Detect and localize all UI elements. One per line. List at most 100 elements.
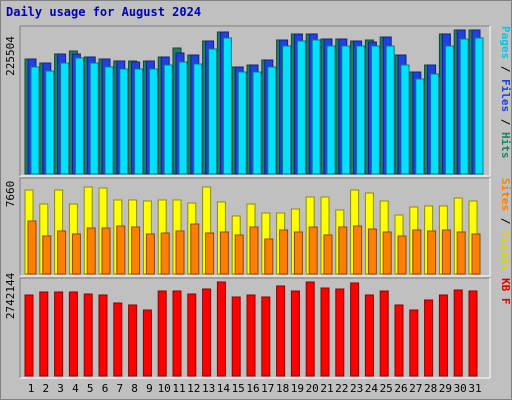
bar-sites-day-19 <box>293 231 303 275</box>
bar-kb-f-day-6 <box>98 294 108 377</box>
bar-sites-day-16 <box>249 226 259 275</box>
bar-sites-day-17 <box>264 238 274 275</box>
bar-sites-day-1 <box>27 220 37 275</box>
x-tick-day-28: 28 <box>424 382 437 395</box>
bar-pages-day-13 <box>208 48 218 175</box>
bar-pages-day-4 <box>74 57 84 175</box>
bar-kb-f-day-21 <box>320 287 330 377</box>
x-tick-day-12: 12 <box>187 382 200 395</box>
x-tick-day-1: 1 <box>28 382 35 395</box>
x-tick-day-17: 17 <box>261 382 274 395</box>
x-tick-day-15: 15 <box>232 382 245 395</box>
bar-pages-day-2 <box>45 70 55 175</box>
bar-kb-f-day-30 <box>453 289 463 377</box>
side-legend: Sites / Visits <box>499 178 512 271</box>
bar-kb-f-day-31 <box>468 290 478 377</box>
x-tick-day-31: 31 <box>468 382 481 395</box>
x-tick-day-30: 30 <box>454 382 467 395</box>
bar-kb-f-day-26 <box>394 304 404 377</box>
x-tick-day-19: 19 <box>291 382 304 395</box>
side-legend-separator: / <box>499 112 512 132</box>
bar-pages-day-18 <box>282 45 292 175</box>
bar-sites-day-3 <box>57 230 67 275</box>
bar-pages-day-1 <box>30 66 40 175</box>
bar-pages-day-15 <box>237 71 247 175</box>
bar-pages-day-5 <box>89 62 99 175</box>
bar-sites-day-30 <box>456 231 466 275</box>
x-tick-day-2: 2 <box>42 382 49 395</box>
bar-pages-day-25 <box>385 45 395 175</box>
bar-sites-day-24 <box>367 228 377 275</box>
bar-sites-day-10 <box>160 232 170 275</box>
x-tick-day-16: 16 <box>246 382 259 395</box>
x-tick-day-5: 5 <box>87 382 94 395</box>
x-tick-day-26: 26 <box>394 382 407 395</box>
x-tick-day-10: 10 <box>158 382 171 395</box>
panel-1: 225504 Pages / Files / Hits <box>4 25 512 177</box>
x-tick-day-21: 21 <box>320 382 333 395</box>
x-tick-day-3: 3 <box>57 382 64 395</box>
x-tick-day-8: 8 <box>131 382 138 395</box>
bar-kb-f-day-16 <box>246 294 256 377</box>
x-tick-day-6: 6 <box>102 382 109 395</box>
bar-kb-f-day-5 <box>83 293 93 377</box>
bar-sites-day-25 <box>382 231 392 275</box>
ymax-label: 7660 <box>4 181 17 208</box>
bar-pages-day-27 <box>415 78 425 175</box>
bar-sites-day-29 <box>441 229 451 275</box>
bar-pages-day-3 <box>60 62 70 175</box>
bar-pages-day-12 <box>193 63 203 175</box>
bar-kb-f-day-3 <box>54 291 64 377</box>
bar-pages-day-14 <box>222 37 232 175</box>
bar-kb-f-day-12 <box>187 293 197 377</box>
bar-sites-day-21 <box>323 234 333 275</box>
bar-kb-f-day-20 <box>305 281 315 377</box>
bar-pages-day-24 <box>370 45 380 175</box>
bar-pages-day-16 <box>252 71 262 175</box>
x-tick-day-25: 25 <box>380 382 393 395</box>
ymax-label: 225504 <box>4 36 17 76</box>
side-legend-hits: Hits <box>499 132 512 159</box>
bar-sites-day-31 <box>471 233 481 275</box>
x-tick-day-9: 9 <box>146 382 153 395</box>
bar-kb-f-day-28 <box>424 299 434 377</box>
bar-pages-day-30 <box>459 38 469 175</box>
bar-kb-f-day-23 <box>350 282 360 377</box>
side-legend: Pages / Files / Hits <box>499 26 512 159</box>
bar-sites-day-28 <box>427 230 437 275</box>
bar-kb-f-day-22 <box>335 288 345 377</box>
side-legend-pages: Pages <box>499 26 512 59</box>
bar-kb-f-day-4 <box>68 291 78 377</box>
bar-pages-day-9 <box>148 68 158 175</box>
x-tick-day-7: 7 <box>116 382 123 395</box>
chart-title: Daily usage for August 2024 <box>6 5 202 19</box>
bar-sites-day-18 <box>279 229 289 275</box>
bar-kb-f-day-14 <box>216 281 226 377</box>
bar-sites-day-9 <box>145 233 155 275</box>
panel-3: 2742144 KB F <box>4 272 512 379</box>
bar-sites-day-8 <box>131 226 141 275</box>
bar-sites-day-15 <box>234 234 244 275</box>
x-tick-day-11: 11 <box>172 382 185 395</box>
bar-kb-f-day-19 <box>290 290 300 377</box>
bar-kb-f-day-9 <box>142 309 152 377</box>
bar-sites-day-11 <box>175 230 185 275</box>
bar-pages-day-10 <box>163 64 173 175</box>
panel-2: 7660 Sites / Visits <box>4 177 512 277</box>
bar-sites-day-7 <box>116 225 126 275</box>
bar-kb-f-day-8 <box>128 304 138 377</box>
x-tick-day-29: 29 <box>439 382 452 395</box>
side-legend-separator: / <box>499 211 512 231</box>
x-tick-day-27: 27 <box>409 382 422 395</box>
bar-kb-f-day-11 <box>172 290 182 377</box>
bar-kb-f-day-1 <box>24 294 34 377</box>
bar-sites-day-4 <box>71 233 81 275</box>
bar-sites-day-2 <box>42 235 52 275</box>
bar-sites-day-14 <box>219 231 229 275</box>
bar-sites-day-27 <box>412 229 422 275</box>
bar-pages-day-6 <box>104 66 114 175</box>
ymax-label: 2742144 <box>4 272 17 319</box>
bar-sites-day-5 <box>86 227 96 275</box>
side-legend: KB F <box>499 278 512 305</box>
